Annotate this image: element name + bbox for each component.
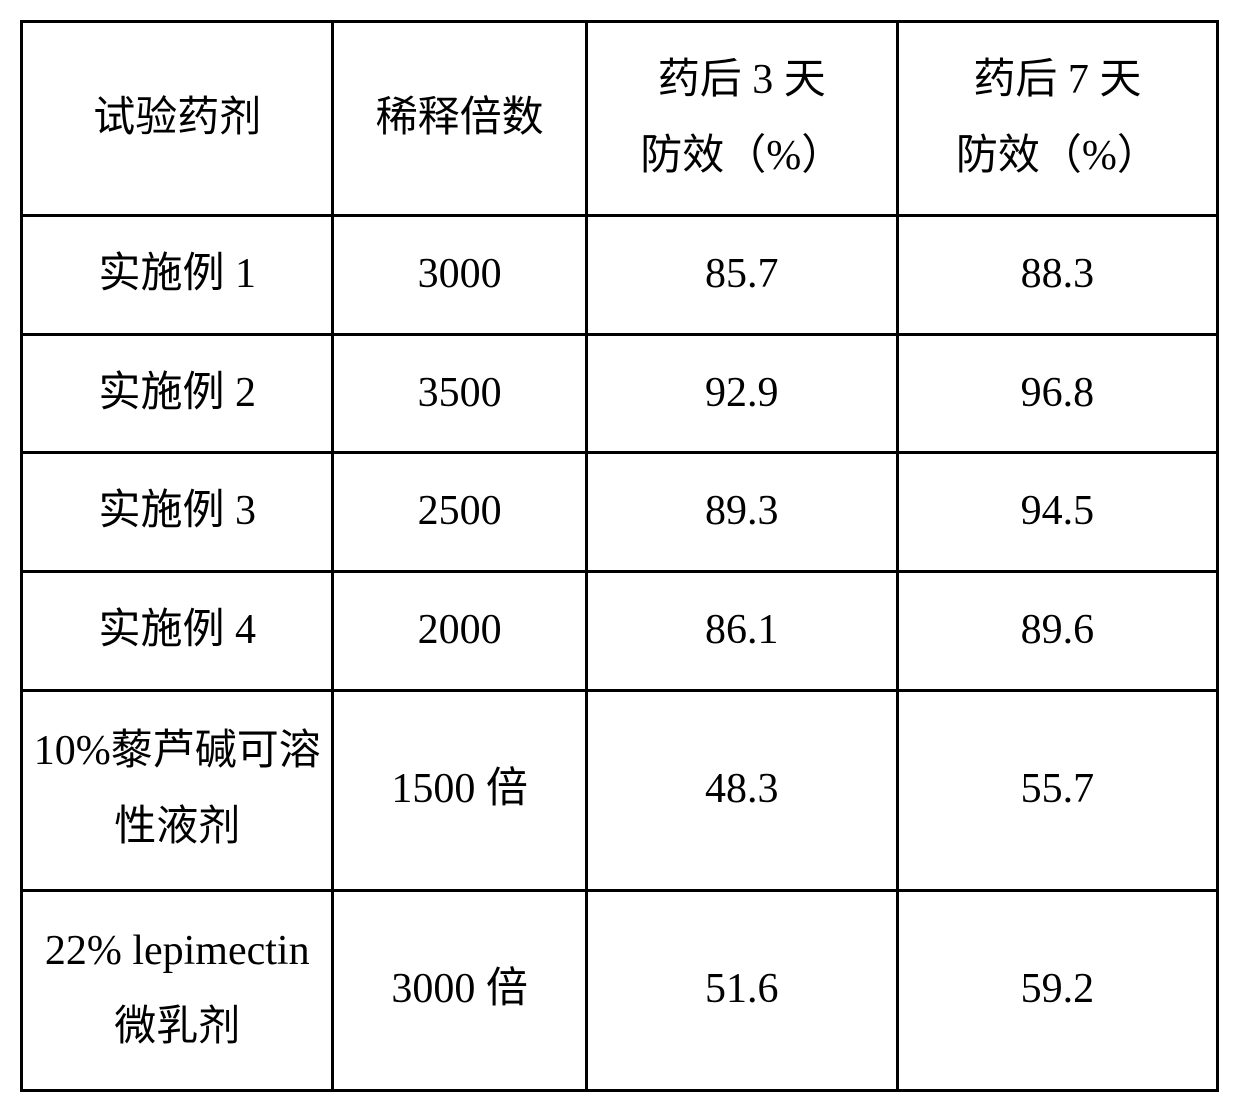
efficacy-table: 试验药剂 稀释倍数 药后 3 天 防效（%） 药后 7 天 防效（%） 实施例 … bbox=[20, 20, 1219, 1092]
header-day3-line2: 防效（%） bbox=[640, 133, 843, 179]
cell-agent: 实施例 1 bbox=[22, 216, 333, 335]
table-row: 实施例 3 2500 89.3 94.5 bbox=[22, 453, 1218, 572]
cell-day3: 86.1 bbox=[586, 571, 897, 690]
table-header-row: 试验药剂 稀释倍数 药后 3 天 防效（%） 药后 7 天 防效（%） bbox=[22, 22, 1218, 216]
cell-day3: 85.7 bbox=[586, 216, 897, 335]
cell-agent-line1: 22% lepimectin bbox=[45, 928, 310, 974]
cell-dilution: 2000 bbox=[333, 571, 586, 690]
table-row: 22% lepimectin 微乳剂 3000 倍 51.6 59.2 bbox=[22, 890, 1218, 1090]
header-day3: 药后 3 天 防效（%） bbox=[586, 22, 897, 216]
cell-dilution: 1500 倍 bbox=[333, 690, 586, 890]
header-day3-line1: 药后 3 天 bbox=[658, 57, 826, 103]
cell-agent: 22% lepimectin 微乳剂 bbox=[22, 890, 333, 1090]
cell-agent-line2: 性液剂 bbox=[114, 804, 240, 850]
cell-day3: 48.3 bbox=[586, 690, 897, 890]
cell-agent-line2: 微乳剂 bbox=[114, 1004, 240, 1050]
cell-agent-line1: 10%藜芦碱可溶 bbox=[34, 728, 321, 774]
cell-dilution: 2500 bbox=[333, 453, 586, 572]
cell-agent: 实施例 4 bbox=[22, 571, 333, 690]
header-day7-line1: 药后 7 天 bbox=[973, 57, 1141, 103]
cell-dilution: 3000 bbox=[333, 216, 586, 335]
table-row: 实施例 2 3500 92.9 96.8 bbox=[22, 334, 1218, 453]
cell-day3: 89.3 bbox=[586, 453, 897, 572]
table-row: 实施例 1 3000 85.7 88.3 bbox=[22, 216, 1218, 335]
header-day7-line2: 防效（%） bbox=[956, 133, 1159, 179]
cell-day7: 59.2 bbox=[897, 890, 1217, 1090]
cell-day7: 96.8 bbox=[897, 334, 1217, 453]
cell-day7: 55.7 bbox=[897, 690, 1217, 890]
cell-day7: 94.5 bbox=[897, 453, 1217, 572]
table-row: 实施例 4 2000 86.1 89.6 bbox=[22, 571, 1218, 690]
cell-dilution: 3000 倍 bbox=[333, 890, 586, 1090]
table-row: 10%藜芦碱可溶 性液剂 1500 倍 48.3 55.7 bbox=[22, 690, 1218, 890]
cell-day3: 92.9 bbox=[586, 334, 897, 453]
cell-day7: 89.6 bbox=[897, 571, 1217, 690]
header-dilution: 稀释倍数 bbox=[333, 22, 586, 216]
header-agent-label: 试验药剂 bbox=[93, 95, 261, 141]
cell-agent: 10%藜芦碱可溶 性液剂 bbox=[22, 690, 333, 890]
cell-dilution: 3500 bbox=[333, 334, 586, 453]
cell-day7: 88.3 bbox=[897, 216, 1217, 335]
cell-agent: 实施例 2 bbox=[22, 334, 333, 453]
header-dilution-label: 稀释倍数 bbox=[376, 95, 544, 141]
header-day7: 药后 7 天 防效（%） bbox=[897, 22, 1217, 216]
cell-agent: 实施例 3 bbox=[22, 453, 333, 572]
header-agent: 试验药剂 bbox=[22, 22, 333, 216]
cell-day3: 51.6 bbox=[586, 890, 897, 1090]
